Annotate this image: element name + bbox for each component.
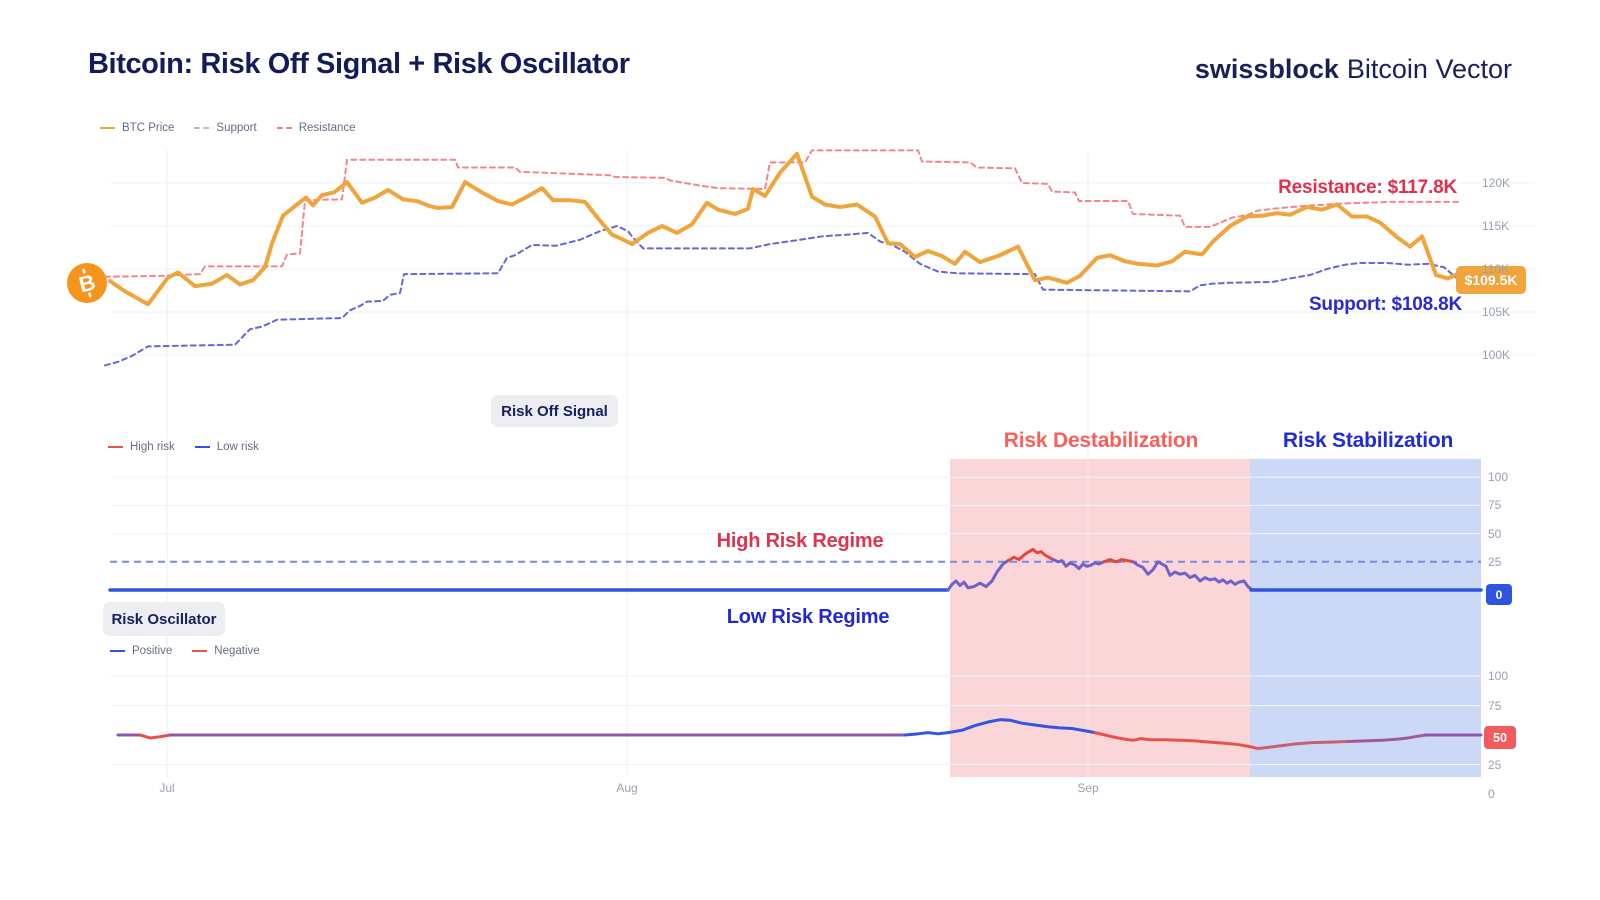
- support-line-swatch: [194, 127, 210, 129]
- high-risk-regime-label: High Risk Regime: [716, 530, 884, 552]
- x-tick-jul: Jul: [159, 781, 175, 795]
- legend-item-negative[interactable]: Negative: [192, 645, 260, 657]
- legend-label: Resistance: [298, 122, 356, 134]
- price-y-tick: 105K: [1482, 305, 1511, 319]
- x-tick-sep: Sep: [1077, 781, 1099, 795]
- legend-item-support[interactable]: Support: [194, 122, 257, 134]
- osc-y-tick: 100: [1488, 669, 1509, 683]
- legend-label: Low risk: [216, 441, 259, 453]
- risk-oscillator-button[interactable]: Risk Oscillator: [103, 602, 225, 636]
- signal-current-badge: 0: [1486, 584, 1512, 605]
- low-risk-line-swatch: [194, 446, 210, 448]
- positive-line-swatch: [110, 650, 125, 652]
- legend-item-positive[interactable]: Positive: [110, 645, 172, 657]
- legend-label: BTC Price: [122, 122, 175, 134]
- price-y-tick: 110K: [1482, 262, 1510, 276]
- legend-label: Negative: [214, 645, 260, 657]
- oscillator-legend: Positive Negative: [110, 645, 260, 657]
- x-tick-aug: Aug: [616, 781, 638, 795]
- signal-y-tick: 25: [1488, 554, 1502, 569]
- risk-stabilization-label: Risk Stabilization: [1282, 429, 1454, 452]
- price-y-tick: 120K: [1482, 176, 1511, 190]
- low-risk-regime-label: Low Risk Regime: [726, 606, 890, 628]
- legend-item-high-risk[interactable]: High risk: [108, 441, 175, 453]
- legend-label: High risk: [130, 441, 175, 453]
- osc-y-tick: 75: [1488, 698, 1502, 713]
- high-risk-line-swatch: [108, 446, 123, 448]
- price-legend: BTC Price Support Resistance: [100, 122, 356, 134]
- oscillator-current-badge: 50: [1484, 726, 1516, 749]
- signal-y-tick: 75: [1488, 498, 1502, 513]
- legend-label: Positive: [132, 645, 173, 657]
- osc-y-tick: 0: [1488, 787, 1495, 801]
- page-title: Bitcoin: Risk Off Signal + Risk Oscillat…: [88, 48, 630, 80]
- osc-y-tick: 25: [1488, 757, 1502, 772]
- legend-item-resistance[interactable]: Resistance: [276, 122, 356, 134]
- support-annotation: Support: $108.8K: [1308, 294, 1462, 315]
- signal-legend: High risk Low risk: [108, 441, 259, 453]
- brand-logo: swissblock Bitcoin Vector: [1195, 54, 1512, 85]
- bitcoin-icon: B: [67, 263, 107, 303]
- price-y-tick: 100K: [1482, 348, 1511, 362]
- price-y-tick: 115K: [1482, 219, 1510, 233]
- signal-y-tick: 50: [1488, 526, 1502, 541]
- signal-y-tick: 100: [1488, 470, 1509, 485]
- svg-text:B: B: [76, 269, 97, 297]
- legend-item-low-risk[interactable]: Low risk: [194, 441, 259, 453]
- btc-price-line-swatch: [100, 127, 115, 129]
- resistance-line-swatch: [276, 127, 292, 129]
- brand-logo-bold: swissblock: [1194, 54, 1339, 84]
- legend-label: Support: [216, 122, 257, 134]
- resistance-annotation: Resistance: $117.8K: [1278, 177, 1457, 198]
- negative-line-swatch: [192, 650, 208, 652]
- risk-destabilization-label: Risk Destabilization: [1003, 429, 1199, 452]
- brand-logo-rest: Bitcoin Vector: [1346, 54, 1512, 84]
- last-price-badge: $109.5K: [1456, 266, 1526, 294]
- legend-item-btc-price[interactable]: BTC Price: [100, 122, 174, 134]
- risk-off-signal-button[interactable]: Risk Off Signal: [491, 395, 618, 427]
